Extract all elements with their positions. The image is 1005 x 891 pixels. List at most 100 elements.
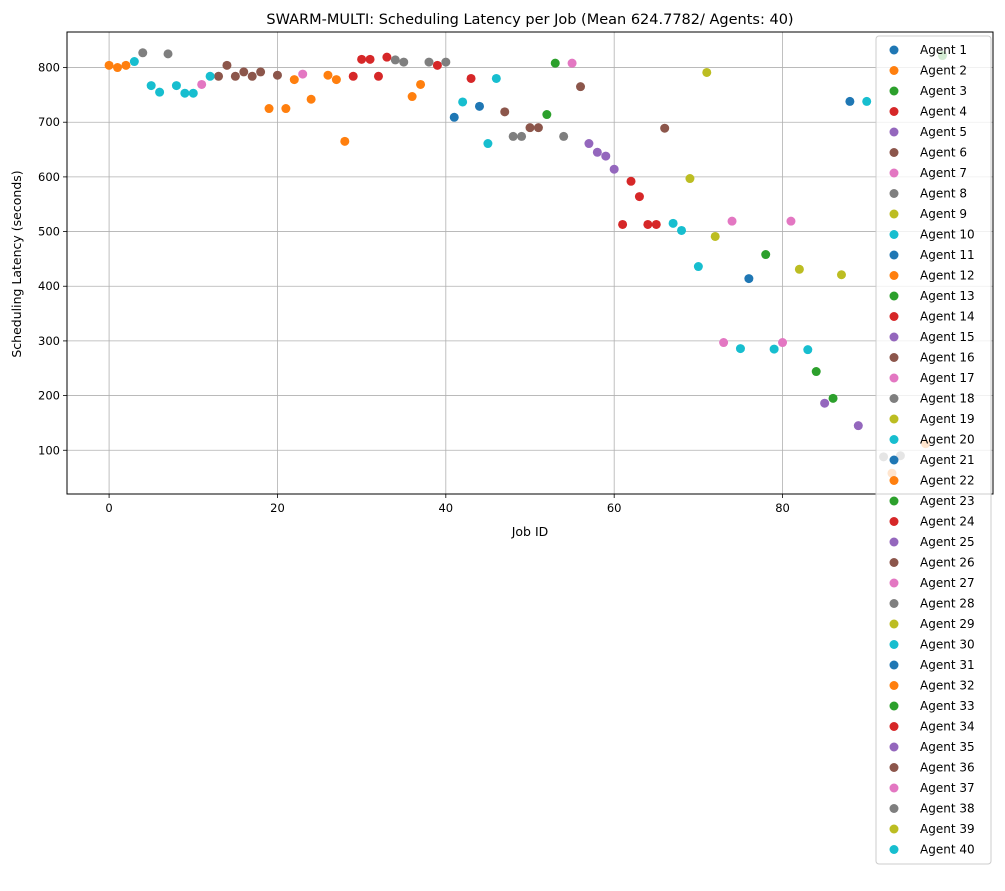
data-point	[474, 101, 484, 111]
data-point	[357, 54, 367, 64]
data-point	[289, 75, 299, 85]
data-point	[146, 81, 156, 91]
data-point	[702, 67, 712, 77]
data-point	[584, 139, 594, 149]
data-point	[778, 338, 788, 348]
data-point	[550, 58, 560, 68]
data-point	[735, 344, 745, 354]
data-point	[188, 88, 198, 98]
data-point	[348, 71, 358, 81]
legend-label: Agent 40	[920, 843, 975, 857]
data-point	[761, 250, 771, 260]
data-point	[424, 57, 434, 67]
y-tick-label: 300	[38, 334, 60, 348]
legend-marker	[889, 127, 899, 137]
legend-marker	[889, 86, 899, 96]
data-point	[458, 97, 468, 107]
data-point	[634, 192, 644, 202]
data-point	[668, 218, 678, 228]
legend-marker	[889, 804, 899, 813]
data-point	[171, 81, 181, 91]
data-point	[769, 344, 779, 354]
legend-label: Agent 29	[920, 617, 975, 631]
legend-label: Agent 8	[920, 187, 967, 201]
legend-label: Agent 20	[920, 433, 975, 447]
data-point	[407, 92, 417, 102]
data-point	[239, 67, 249, 77]
legend-marker	[889, 824, 899, 834]
data-point	[559, 131, 569, 141]
legend-marker	[889, 455, 899, 465]
data-point	[727, 216, 737, 226]
data-point	[845, 96, 855, 106]
legend-marker	[889, 312, 899, 321]
data-point	[685, 174, 695, 184]
legend-marker	[889, 599, 899, 608]
data-points	[104, 48, 947, 478]
legend-label: Agent 24	[920, 515, 975, 529]
data-point	[853, 421, 863, 431]
data-point	[786, 216, 796, 226]
legend-marker	[889, 783, 899, 793]
x-tick-label: 80	[775, 501, 790, 515]
data-point	[256, 67, 266, 77]
legend-label: Agent 14	[920, 310, 975, 324]
data-point	[719, 338, 729, 348]
data-point	[129, 57, 139, 67]
chart-title: SWARM-MULTI: Scheduling Latency per Job …	[266, 12, 793, 28]
legend-label: Agent 5	[920, 125, 967, 139]
data-point	[306, 94, 316, 104]
legend-label: Agent 38	[920, 802, 975, 816]
legend-label: Agent 21	[920, 453, 975, 467]
data-point	[677, 225, 687, 235]
legend-marker	[889, 558, 899, 567]
data-point	[466, 73, 476, 83]
legend-marker	[889, 640, 899, 649]
legend-label: Agent 11	[920, 248, 975, 262]
y-tick-label: 200	[38, 389, 60, 403]
data-point	[542, 110, 552, 120]
legend-label: Agent 27	[920, 576, 975, 590]
x-tick-label: 40	[438, 501, 453, 515]
data-point	[205, 71, 215, 81]
data-point	[264, 104, 274, 114]
data-point	[508, 131, 518, 141]
legend-label: Agent 39	[920, 822, 975, 836]
legend-marker	[889, 189, 899, 198]
y-tick-label: 800	[38, 61, 60, 75]
legend-marker	[889, 414, 899, 424]
data-point	[163, 49, 173, 59]
data-point	[113, 63, 123, 73]
legend-marker	[889, 701, 899, 711]
y-tick-label: 700	[38, 115, 60, 129]
data-point	[382, 52, 392, 62]
y-axis-label: Scheduling Latency (seconds)	[9, 170, 24, 357]
legend-label: Agent 15	[920, 330, 975, 344]
data-point	[298, 69, 308, 79]
data-point	[862, 96, 872, 106]
legend-label: Agent 31	[920, 658, 975, 672]
data-point	[483, 139, 493, 149]
legend-label: Agent 28	[920, 597, 975, 611]
data-point	[626, 176, 636, 186]
legend-marker	[889, 373, 899, 383]
legend-marker	[889, 66, 899, 75]
legend-marker	[889, 353, 899, 362]
legend-marker	[889, 660, 899, 670]
legend-label: Agent 30	[920, 638, 975, 652]
legend-marker	[889, 517, 899, 526]
data-point	[533, 123, 543, 133]
legend-marker	[889, 230, 899, 239]
legend-label: Agent 4	[920, 105, 967, 119]
data-point	[609, 164, 619, 174]
data-point	[155, 87, 165, 97]
data-point	[230, 71, 240, 81]
legend-label: Agent 17	[920, 371, 975, 385]
data-point	[323, 70, 333, 80]
legend-marker	[889, 332, 899, 342]
data-point	[222, 60, 232, 70]
data-point	[744, 274, 754, 284]
x-tick-label: 20	[270, 501, 285, 515]
data-point	[138, 48, 148, 58]
